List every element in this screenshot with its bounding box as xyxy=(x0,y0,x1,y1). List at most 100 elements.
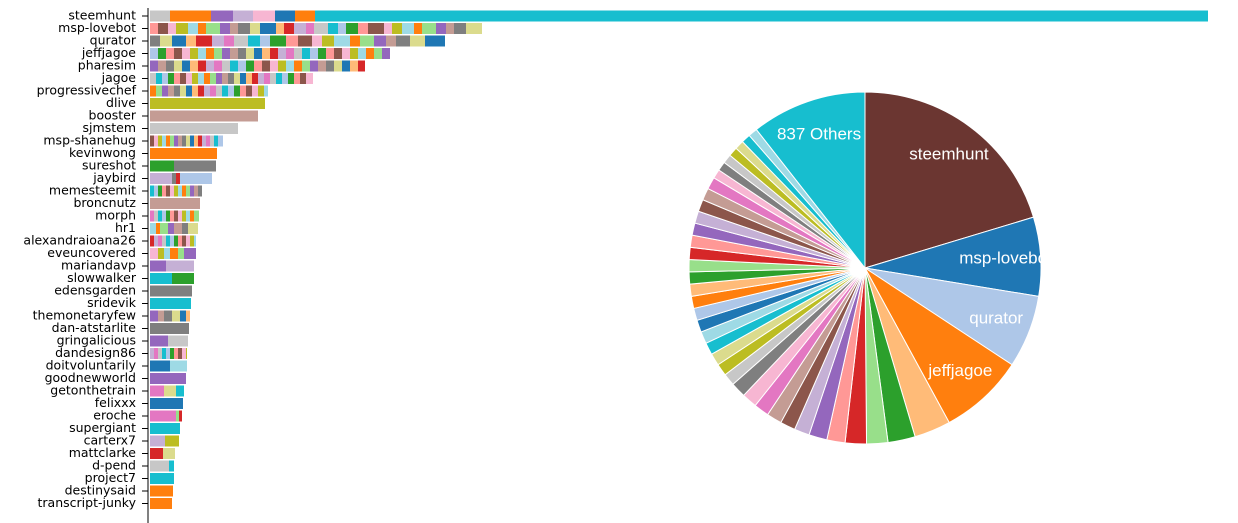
bar-segment xyxy=(158,210,162,222)
category-label: themonetaryfew xyxy=(33,308,136,323)
bar-segment xyxy=(184,248,196,259)
bar-segment xyxy=(238,60,246,72)
bar-segment xyxy=(198,48,206,59)
bar-segment xyxy=(276,73,282,84)
slice-label: jeffjagoe xyxy=(927,361,992,380)
bar-segment xyxy=(150,348,154,359)
category-label: alexandraioana26 xyxy=(23,233,136,248)
category-label: jeffjagoe xyxy=(81,45,136,60)
category-label: jaybird xyxy=(92,170,136,185)
category-label: sureshot xyxy=(82,158,136,173)
bar-segment xyxy=(295,10,315,22)
bar-segment xyxy=(158,235,162,247)
bar-segment xyxy=(250,23,260,34)
bar-segment xyxy=(204,85,210,97)
bar-segment xyxy=(246,48,254,59)
bar-segment xyxy=(150,148,217,159)
bar-segment xyxy=(150,160,174,172)
category-label: memesteemit xyxy=(49,183,136,198)
bar-segment xyxy=(174,85,180,97)
category-label: sjmstem xyxy=(83,120,136,135)
bar-segment xyxy=(150,460,169,472)
bar-segment xyxy=(240,73,246,84)
bar-segment xyxy=(264,73,270,84)
bar-segment xyxy=(188,23,198,34)
bar-segment xyxy=(334,60,342,72)
bar-segment xyxy=(170,135,174,147)
category-label: mattclarke xyxy=(69,445,137,460)
bar-segment xyxy=(164,385,176,397)
bar-segment xyxy=(192,73,198,84)
bar-segment xyxy=(198,73,204,84)
bar-segment xyxy=(150,298,191,309)
bar-segment xyxy=(150,385,164,397)
bar-segment xyxy=(186,85,192,97)
bar-segment xyxy=(202,135,206,147)
bar-segment xyxy=(358,48,366,59)
bar-segment xyxy=(170,248,178,259)
bar-segment xyxy=(294,23,306,34)
bar-segment xyxy=(168,223,174,234)
bar-segment xyxy=(172,310,180,322)
bar-segment xyxy=(169,460,174,472)
bar-segment xyxy=(150,248,158,259)
category-label: pharesim xyxy=(78,58,136,73)
bar-segment xyxy=(163,448,175,459)
bar-segment xyxy=(224,35,234,47)
category-label: dlive xyxy=(106,95,136,110)
bar-segment xyxy=(222,48,230,59)
pie-slice xyxy=(864,91,1035,269)
bar-segment xyxy=(220,23,230,34)
bar-segment xyxy=(162,210,166,222)
bar-segment xyxy=(252,73,258,84)
bar-segment xyxy=(158,135,162,147)
bar-segment xyxy=(198,60,206,72)
bar-segment xyxy=(166,48,174,59)
bar-segment xyxy=(174,160,216,172)
category-label: eroche xyxy=(93,408,136,423)
bar-segment xyxy=(196,35,212,47)
bar-segment xyxy=(158,310,164,322)
bar-segment xyxy=(422,23,436,34)
bar-segment xyxy=(414,23,422,34)
bar-segment xyxy=(158,60,166,72)
bar-segment xyxy=(168,23,176,34)
bar-segment xyxy=(150,35,160,47)
bar-segment xyxy=(150,285,192,297)
bar-segment xyxy=(158,185,162,197)
bar-segment xyxy=(180,173,212,184)
bar-segment xyxy=(166,135,170,147)
bar-segment xyxy=(252,85,258,97)
bar-segment xyxy=(260,35,270,47)
bar-segment xyxy=(358,60,365,72)
bar-segment xyxy=(156,73,162,84)
bar-segment xyxy=(314,23,328,34)
category-label: goodnewworld xyxy=(45,370,136,385)
category-label: carterx7 xyxy=(84,433,136,448)
category-label: doitvoluntarily xyxy=(46,358,137,373)
bar-segment xyxy=(150,410,176,422)
bar-segment xyxy=(168,73,174,84)
bar-segment xyxy=(402,23,414,34)
bar-segment xyxy=(211,10,233,22)
bar-segment xyxy=(384,23,392,34)
bar-segment xyxy=(178,210,182,222)
bar-segment xyxy=(466,23,482,34)
bar-segment xyxy=(350,60,358,72)
bar-segment xyxy=(270,60,278,72)
bar-segment xyxy=(150,210,154,222)
bar-segment xyxy=(150,485,173,497)
category-label: felixxx xyxy=(95,395,136,410)
bar-segment xyxy=(174,210,178,222)
bar-segment xyxy=(186,310,190,322)
bar-segment xyxy=(150,373,186,384)
bar-segment xyxy=(150,10,170,22)
bar-segment xyxy=(238,48,246,59)
bar-segment xyxy=(262,60,270,72)
slice-label: 837 Others xyxy=(777,124,861,143)
bar-segment xyxy=(186,348,187,359)
bar-segment xyxy=(170,210,174,222)
bar-segment xyxy=(306,23,314,34)
bar-segment xyxy=(222,73,228,84)
category-label: getonthetrain xyxy=(50,383,136,398)
